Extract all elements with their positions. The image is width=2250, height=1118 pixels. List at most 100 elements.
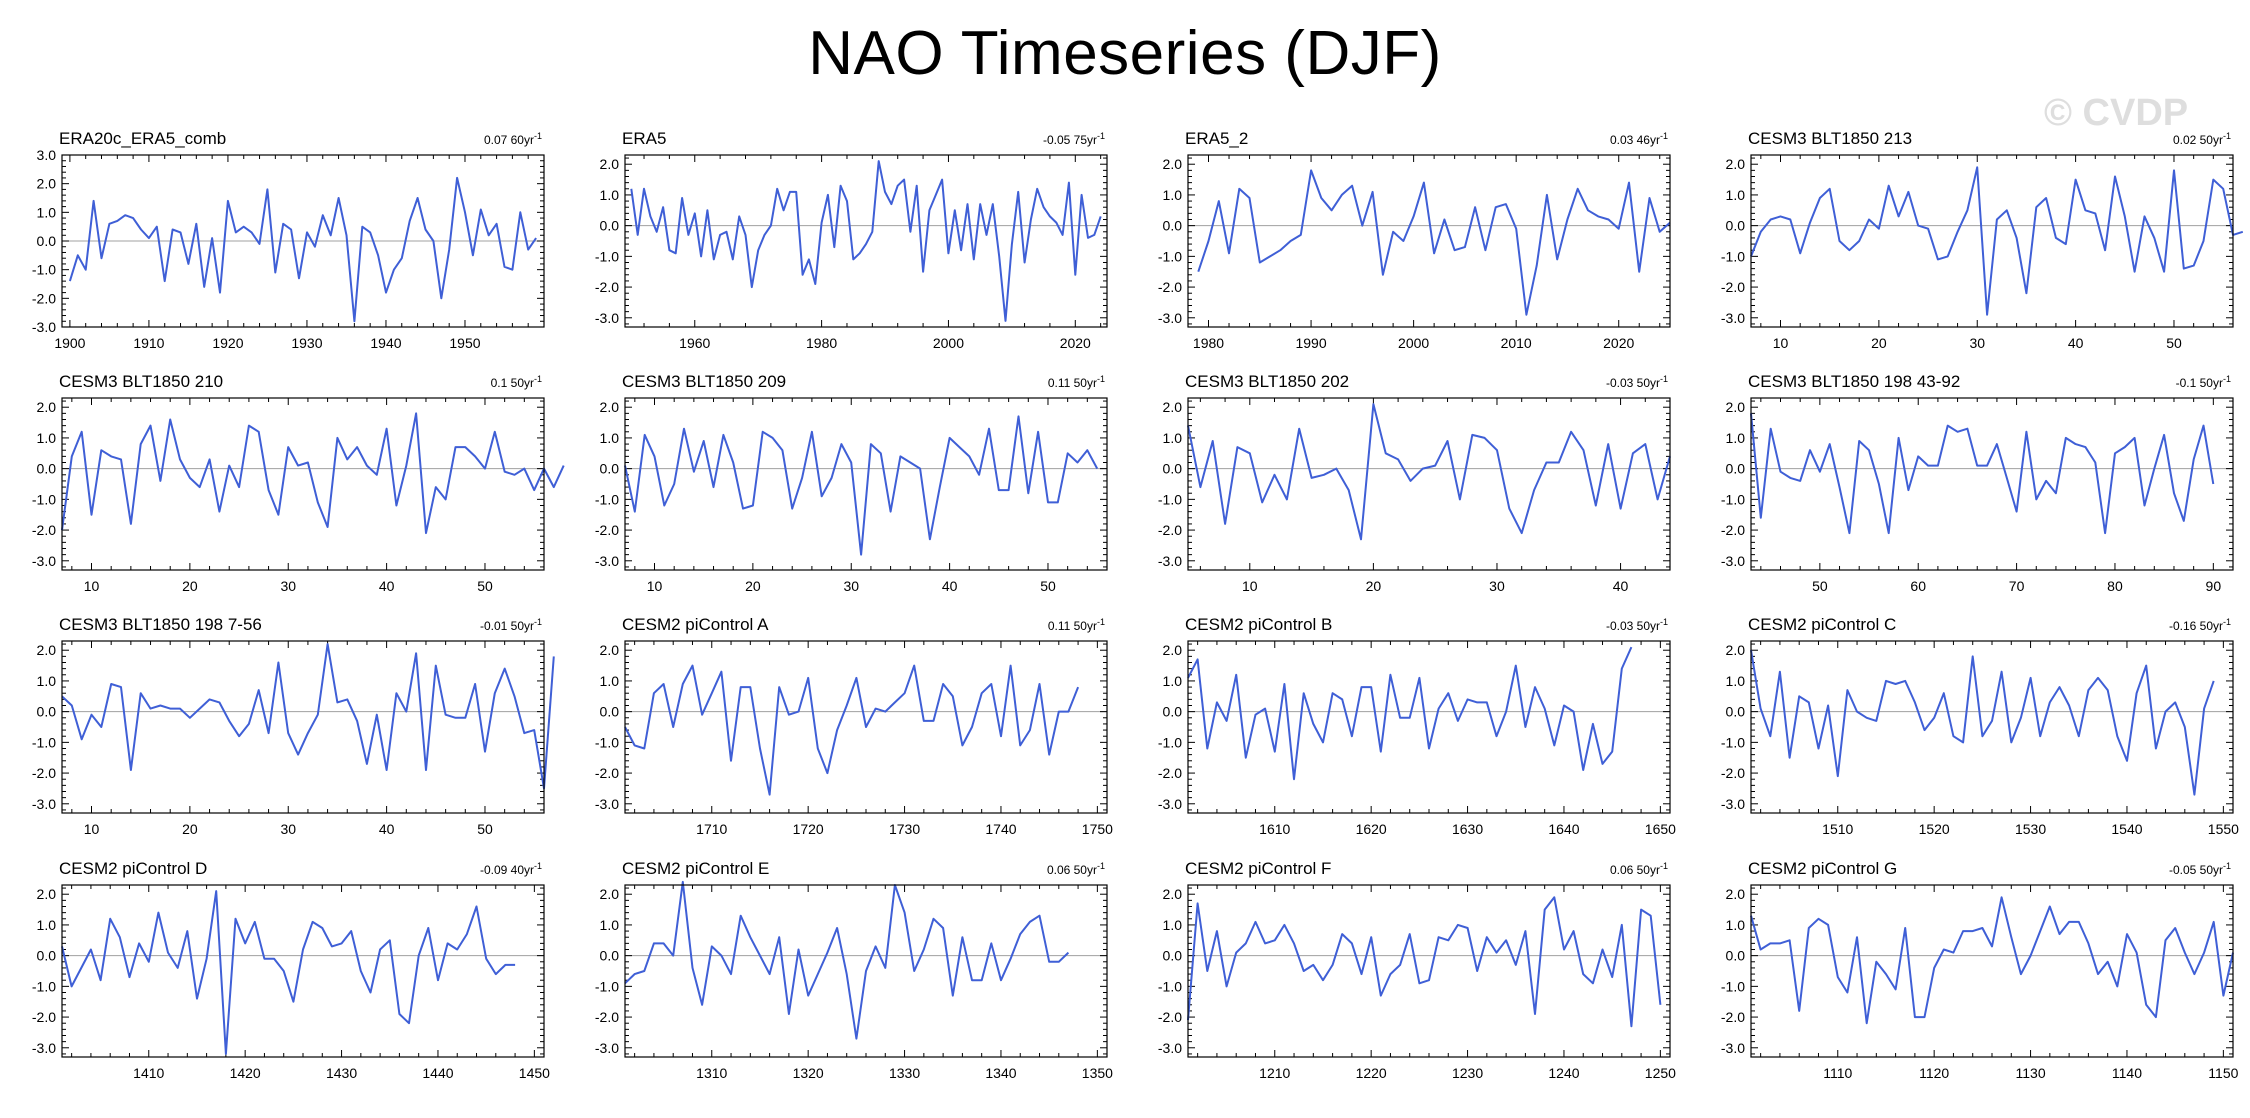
y-tick-label: 2.0 <box>600 399 620 415</box>
y-tick-label: -3.0 <box>1721 553 1745 569</box>
nao-series-line <box>68 176 537 323</box>
panel-trend: -0.01 50yr-1 <box>480 617 542 633</box>
y-tick-label: -2.0 <box>1721 765 1745 781</box>
trend-exponent: -1 <box>1097 617 1105 627</box>
y-tick-label: 1.0 <box>37 204 57 220</box>
y-tick-label: 2.0 <box>37 642 57 658</box>
x-tick-label: 20 <box>182 821 198 837</box>
nao-panel: CESM3 BLT1850 198 43-92 -0.1 50yr-1 -3.0 -2… <box>1721 372 2234 594</box>
x-tick-label: 1940 <box>370 335 401 351</box>
nao-panel: CESM2 piControl C -0.16 50yr-1 -3.0 -2.0 -1.… <box>1721 615 2239 837</box>
x-tick-label: 2000 <box>1398 335 1429 351</box>
x-tick-label: 80 <box>2107 578 2123 594</box>
y-tick-label: 0.0 <box>1163 218 1183 234</box>
y-tick-label: -3.0 <box>1721 1040 1745 1056</box>
y-tick-label: -3.0 <box>595 1040 619 1056</box>
y-tick-label: 1.0 <box>600 917 620 933</box>
y-tick-label: 1.0 <box>600 430 620 446</box>
y-tick-label: 0.0 <box>37 704 57 720</box>
x-tick-label: 1110 <box>1823 1065 1852 1081</box>
y-tick-label: -3.0 <box>32 1040 56 1056</box>
x-tick-label: 1640 <box>1548 821 1579 837</box>
y-tick-label: -3.0 <box>595 796 619 812</box>
panel-trend: -0.1 50yr-1 <box>2176 374 2231 390</box>
y-tick-label: 2.0 <box>1726 399 1746 415</box>
x-tick-label: 1750 <box>1082 821 1113 837</box>
y-tick-label: -2.0 <box>1158 765 1182 781</box>
y-tick-label: 2.0 <box>600 642 620 658</box>
panel-title: CESM3 BLT1850 202 <box>1185 372 1349 391</box>
x-tick-label: 10 <box>84 578 100 594</box>
y-tick-label: -3.0 <box>32 553 56 569</box>
nao-series-line <box>1187 896 1662 1028</box>
nao-panel: CESM3 BLT1850 210 0.1 50yr-1 -3.0 -2.0 -1.0 0… <box>32 372 565 594</box>
x-tick-label: 40 <box>379 578 395 594</box>
x-tick-label: 40 <box>942 578 958 594</box>
y-tick-label: 2.0 <box>37 886 57 902</box>
plot-frame <box>61 154 545 328</box>
nao-series-line <box>624 664 1080 796</box>
panel-title: CESM2 piControl E <box>622 859 769 878</box>
y-tick-label: -2.0 <box>1721 279 1745 295</box>
x-tick-label: 10 <box>647 578 663 594</box>
x-tick-label: 30 <box>280 821 296 837</box>
y-tick-label: -1.0 <box>32 262 56 278</box>
y-tick-label: -2.0 <box>32 765 56 781</box>
x-tick-label: 1550 <box>2208 821 2239 837</box>
nao-series-line <box>61 890 516 1055</box>
y-tick-label: -3.0 <box>1158 310 1182 326</box>
y-tick-label: 0.0 <box>600 948 620 964</box>
y-tick-label: -1.0 <box>32 491 56 507</box>
x-tick-label: 20 <box>1871 335 1887 351</box>
trend-exponent: -1 <box>2223 131 2231 141</box>
plot-frame <box>61 640 545 814</box>
x-tick-label: 50 <box>1812 578 1828 594</box>
y-tick-label: 1.0 <box>1726 430 1746 446</box>
panel-title: CESM2 piControl C <box>1748 615 1896 634</box>
x-tick-label: 10 <box>84 821 100 837</box>
x-tick-label: 50 <box>477 821 493 837</box>
plot-frame <box>1187 154 1671 328</box>
x-tick-label: 1340 <box>985 1065 1016 1081</box>
x-tick-label: 1230 <box>1452 1065 1483 1081</box>
x-tick-label: 40 <box>2068 335 2084 351</box>
panel-title: CESM3 BLT1850 210 <box>59 372 223 391</box>
y-tick-label: -3.0 <box>1721 796 1745 812</box>
panel-trend: 0.07 60yr-1 <box>484 131 542 147</box>
panel-trend: -0.03 50yr-1 <box>1606 617 1668 633</box>
nao-series-line <box>1750 896 2234 1025</box>
plot-frame <box>1750 640 2234 814</box>
y-tick-label: -1.0 <box>32 734 56 750</box>
y-tick-label: -3.0 <box>595 553 619 569</box>
nao-panel: CESM3 BLT1850 213 0.02 50yr-1 -3.0 -2.0 -1.0… <box>1721 129 2244 351</box>
nao-panel: CESM3 BLT1850 198 7-56 -0.01 50yr-1 -3.0 -2… <box>32 615 555 837</box>
y-tick-label: 2.0 <box>1726 886 1746 902</box>
panel-title: CESM3 BLT1850 209 <box>622 372 786 391</box>
nao-series-line <box>1187 403 1671 541</box>
x-tick-label: 40 <box>1613 578 1629 594</box>
y-tick-label: 1.0 <box>1726 917 1746 933</box>
x-tick-label: 1950 <box>449 335 480 351</box>
y-tick-label: 0.0 <box>1163 461 1183 477</box>
x-tick-label: 1420 <box>230 1065 261 1081</box>
y-tick-label: 1.0 <box>1726 187 1746 203</box>
y-tick-label: -2.0 <box>595 522 619 538</box>
y-tick-label: 1.0 <box>37 430 57 446</box>
x-tick-label: 50 <box>477 578 493 594</box>
panel-title: ERA20c_ERA5_comb <box>59 129 226 148</box>
y-tick-label: 0.0 <box>37 948 57 964</box>
nao-panel: CESM3 BLT1850 202 -0.03 50yr-1 -3.0 -2.0 -1.… <box>1158 372 1671 594</box>
x-tick-label: 1140 <box>2112 1065 2142 1081</box>
y-tick-label: -2.0 <box>32 290 56 306</box>
y-tick-label: -1.0 <box>595 978 619 994</box>
nao-panel: CESM3 BLT1850 209 0.11 50yr-1 -3.0 -2.0 -1.0… <box>595 372 1108 594</box>
y-tick-label: -2.0 <box>595 279 619 295</box>
y-tick-label: 0.0 <box>1726 704 1746 720</box>
y-tick-label: -3.0 <box>595 310 619 326</box>
y-tick-label: -1.0 <box>1158 248 1182 264</box>
y-tick-label: 1.0 <box>600 187 620 203</box>
y-tick-label: -1.0 <box>1158 491 1182 507</box>
panel-title: CESM2 piControl D <box>59 859 207 878</box>
nao-panel: CESM2 piControl D -0.09 40yr-1 -3.0 -2.0 -1.… <box>32 859 550 1081</box>
